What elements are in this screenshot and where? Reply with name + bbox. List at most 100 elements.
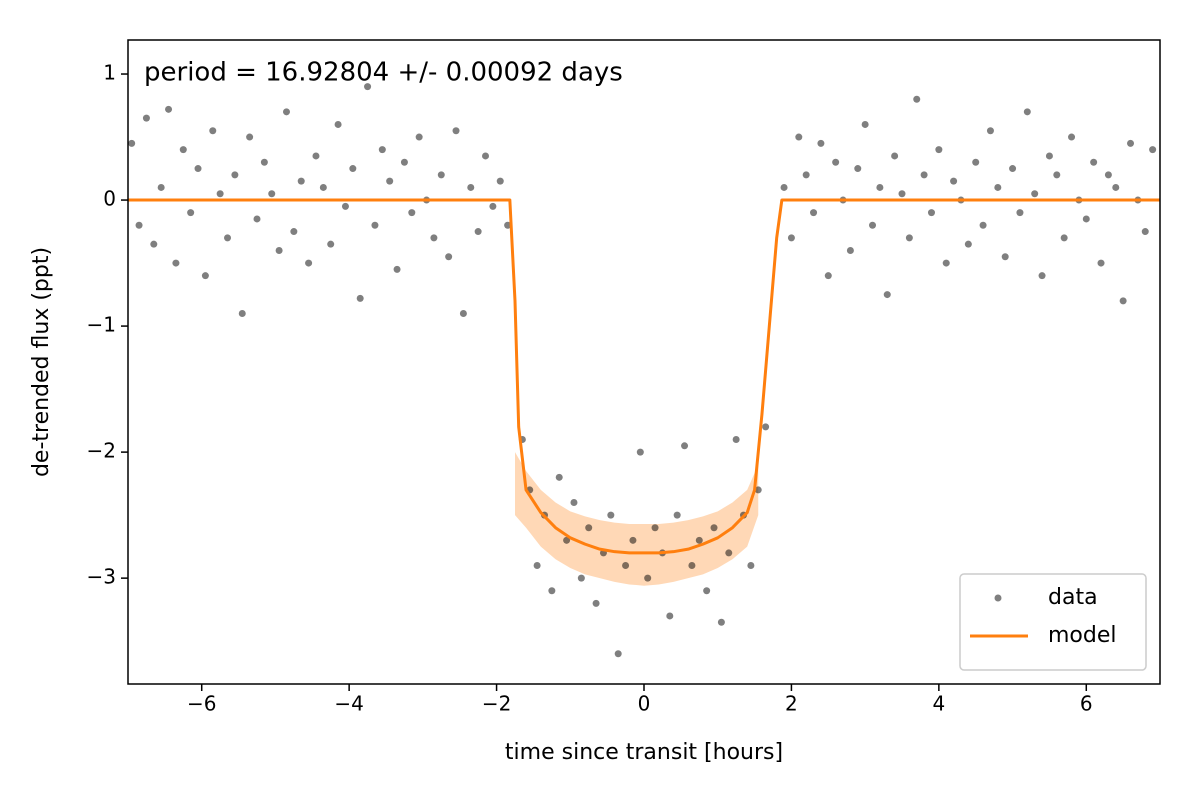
data-point bbox=[393, 265, 401, 273]
data-point bbox=[942, 259, 950, 267]
data-point bbox=[1082, 215, 1090, 223]
data-point bbox=[209, 127, 217, 135]
plot-area bbox=[128, 83, 1160, 658]
data-point bbox=[1112, 183, 1120, 191]
data-point bbox=[1009, 165, 1017, 173]
data-point bbox=[972, 158, 980, 166]
data-point bbox=[725, 549, 733, 557]
data-point bbox=[165, 105, 173, 113]
data-point bbox=[994, 183, 1002, 191]
data-point bbox=[341, 202, 349, 210]
data-point bbox=[1001, 253, 1009, 261]
data-point bbox=[1031, 190, 1039, 198]
data-point bbox=[268, 190, 276, 198]
data-point bbox=[415, 133, 423, 141]
data-point bbox=[260, 158, 268, 166]
data-point bbox=[695, 536, 703, 544]
data-point bbox=[334, 120, 342, 128]
data-point bbox=[378, 146, 386, 154]
data-point bbox=[1016, 209, 1024, 217]
data-point bbox=[747, 562, 755, 570]
data-point bbox=[504, 221, 512, 229]
data-point bbox=[1149, 146, 1157, 154]
data-point bbox=[563, 536, 571, 544]
data-point bbox=[312, 152, 320, 160]
y-tick-label: −2 bbox=[87, 439, 116, 463]
data-point bbox=[717, 618, 725, 626]
data-point bbox=[1038, 272, 1046, 280]
data-point bbox=[489, 202, 497, 210]
y-tick-label: 0 bbox=[103, 187, 116, 211]
data-point bbox=[238, 309, 246, 317]
data-point bbox=[795, 133, 803, 141]
data-point bbox=[150, 240, 158, 248]
data-point bbox=[754, 486, 762, 494]
data-point bbox=[459, 309, 467, 317]
x-axis-label: time since transit [hours] bbox=[505, 740, 783, 765]
data-point bbox=[386, 177, 394, 185]
data-point bbox=[861, 120, 869, 128]
data-point bbox=[275, 246, 283, 254]
data-point bbox=[883, 291, 891, 299]
data-point bbox=[927, 209, 935, 217]
data-point bbox=[636, 448, 644, 456]
data-point bbox=[666, 612, 674, 620]
data-point bbox=[231, 171, 239, 179]
data-point bbox=[592, 599, 600, 607]
x-tick-label: 2 bbox=[785, 692, 798, 716]
data-point bbox=[253, 215, 261, 223]
data-point bbox=[1045, 152, 1053, 160]
data-point bbox=[817, 139, 825, 147]
data-point bbox=[128, 139, 136, 147]
data-point bbox=[1053, 171, 1061, 179]
data-point bbox=[452, 127, 460, 135]
data-point bbox=[622, 562, 630, 570]
data-point bbox=[876, 183, 884, 191]
x-tick-label: −6 bbox=[187, 692, 216, 716]
data-point bbox=[979, 221, 987, 229]
data-point bbox=[327, 240, 335, 248]
data-point bbox=[467, 183, 475, 191]
uncertainty-band bbox=[515, 452, 759, 586]
data-point bbox=[1068, 133, 1076, 141]
data-point bbox=[854, 165, 862, 173]
data-point bbox=[577, 574, 585, 582]
model-line bbox=[128, 198, 1160, 555]
data-point bbox=[950, 177, 958, 185]
data-point bbox=[891, 152, 899, 160]
data-point bbox=[533, 562, 541, 570]
data-point bbox=[846, 246, 854, 254]
data-point bbox=[437, 171, 445, 179]
data-point bbox=[172, 259, 180, 267]
data-point bbox=[986, 127, 994, 135]
data-point bbox=[282, 108, 290, 116]
data-point bbox=[474, 228, 482, 236]
data-point bbox=[555, 473, 563, 481]
data-point bbox=[1141, 228, 1149, 236]
chart-title: period = 16.92804 +/- 0.00092 days bbox=[144, 58, 623, 88]
data-point bbox=[371, 221, 379, 229]
data-point bbox=[607, 511, 615, 519]
y-axis-label: de-trended flux (ppt) bbox=[29, 247, 54, 477]
data-point bbox=[629, 536, 637, 544]
legend-box bbox=[959, 573, 1147, 671]
x-tick-label: 4 bbox=[932, 692, 945, 716]
data-point bbox=[305, 259, 313, 267]
x-tick-label: −2 bbox=[482, 692, 511, 716]
data-point bbox=[482, 152, 490, 160]
data-point bbox=[681, 442, 689, 450]
data-point bbox=[935, 146, 943, 154]
data-point bbox=[810, 209, 818, 217]
data-point bbox=[201, 272, 209, 280]
data-point bbox=[408, 209, 416, 217]
data-point bbox=[445, 253, 453, 261]
x-tick-label: 0 bbox=[638, 692, 651, 716]
data-point bbox=[548, 587, 556, 595]
data-point bbox=[1090, 158, 1098, 166]
data-point bbox=[142, 114, 150, 122]
x-tick-label: 6 bbox=[1080, 692, 1093, 716]
data-point bbox=[585, 524, 593, 532]
data-point bbox=[644, 574, 652, 582]
y-tick-label: −1 bbox=[87, 313, 116, 337]
